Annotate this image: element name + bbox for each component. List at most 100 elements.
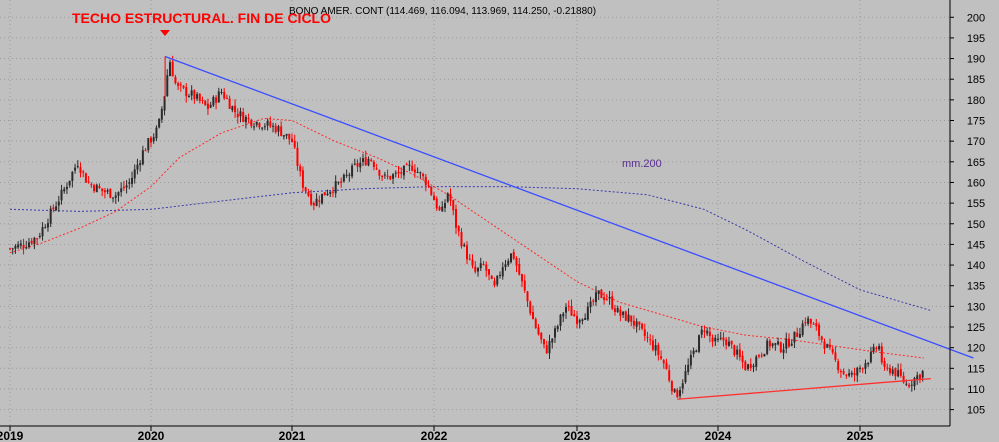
- candle-body: [405, 164, 408, 166]
- y-tick-label: 105: [967, 405, 985, 417]
- candle-body: [378, 170, 381, 176]
- candle-body: [375, 168, 378, 170]
- candle-body: [706, 330, 709, 334]
- candle-body: [493, 280, 496, 286]
- candle-body: [63, 188, 66, 192]
- candle-body: [651, 340, 654, 350]
- y-tick-label: 195: [967, 33, 985, 45]
- candle-body: [512, 251, 515, 259]
- candle-body: [367, 158, 370, 166]
- candle-body: [57, 201, 60, 206]
- candle-body: [299, 166, 302, 172]
- candle-body: [916, 375, 919, 380]
- candle-body: [296, 147, 299, 166]
- candle-body: [616, 308, 619, 313]
- candle-body: [408, 164, 411, 166]
- candle-body: [886, 367, 889, 369]
- ma200-label: mm.200: [622, 158, 662, 170]
- candle-body: [179, 84, 182, 86]
- candle-body: [719, 337, 722, 339]
- candle-body: [689, 354, 692, 366]
- annotation-arrow-icon: [160, 30, 170, 36]
- candle-body: [543, 339, 545, 345]
- candle-body: [545, 345, 548, 354]
- candle-body: [714, 337, 717, 342]
- candle-body: [427, 185, 430, 187]
- candle-body: [9, 248, 11, 250]
- candle-body: [872, 346, 875, 352]
- candle-body: [196, 94, 199, 99]
- candle-body: [613, 308, 616, 313]
- candle-body: [244, 116, 247, 123]
- candle-body: [727, 341, 730, 347]
- candle-body: [859, 367, 861, 369]
- y-tick-label: 150: [967, 219, 985, 231]
- candle-body: [14, 245, 17, 249]
- candle-body: [331, 191, 334, 193]
- candle-body: [187, 96, 190, 98]
- candle-body: [641, 323, 644, 329]
- candle-body: [586, 306, 589, 320]
- candle-body: [622, 311, 625, 315]
- candle-body: [878, 346, 881, 350]
- candle-body: [711, 337, 714, 342]
- candle-body: [703, 330, 706, 332]
- candle-body: [722, 337, 725, 341]
- candle-body: [455, 208, 457, 228]
- candle-body: [479, 263, 482, 269]
- candle-body: [231, 106, 234, 111]
- x-tick-label: 2025: [847, 429, 874, 442]
- candle-body: [413, 169, 416, 173]
- candle-body: [804, 322, 807, 324]
- candle-body: [774, 343, 777, 345]
- y-tick-label: 160: [967, 177, 985, 189]
- candle-body: [285, 133, 288, 136]
- candle-body: [266, 120, 269, 126]
- ma-red-layer: [9, 117, 924, 359]
- candle-body: [510, 253, 512, 263]
- candle-body: [600, 289, 603, 299]
- candle-body: [27, 242, 30, 248]
- candle-body: [370, 159, 373, 161]
- ma200-line: [9, 186, 932, 311]
- candle-body: [424, 176, 427, 186]
- candle-body: [908, 384, 911, 387]
- resistance-trendline: [164, 55, 974, 359]
- candle-body: [812, 323, 815, 325]
- candle-body: [19, 243, 22, 246]
- candle-body: [777, 341, 780, 345]
- candle-body: [228, 98, 231, 109]
- candle-body: [33, 237, 36, 245]
- candle-body: [158, 118, 161, 128]
- candle-body: [807, 318, 810, 324]
- candle-body: [60, 189, 63, 201]
- candle-body: [567, 305, 570, 307]
- y-tick-label: 115: [967, 363, 985, 375]
- candle-body: [101, 188, 104, 192]
- candle-body: [397, 171, 400, 174]
- candle-body: [584, 318, 587, 320]
- candle-body: [155, 127, 158, 139]
- candle-body: [449, 193, 452, 201]
- candle-body: [692, 350, 695, 354]
- candle-body: [894, 368, 897, 377]
- candle-body: [416, 171, 419, 173]
- candle-body: [660, 356, 663, 359]
- candle-body: [261, 127, 264, 129]
- candle-body: [665, 362, 668, 370]
- candle-body: [348, 174, 351, 176]
- candle-body: [785, 338, 788, 349]
- candle-body: [315, 198, 318, 206]
- candle-body: [534, 319, 537, 328]
- candle-body: [220, 92, 223, 94]
- candle-body: [698, 335, 701, 352]
- candle-body: [736, 349, 739, 355]
- candle-body: [234, 105, 237, 113]
- candle-body: [501, 267, 504, 277]
- candle-body: [570, 306, 573, 316]
- candle-body: [654, 345, 657, 351]
- candle-body: [74, 167, 77, 171]
- candle-body: [206, 103, 209, 109]
- candle-body: [581, 319, 584, 322]
- candle-body: [899, 369, 902, 376]
